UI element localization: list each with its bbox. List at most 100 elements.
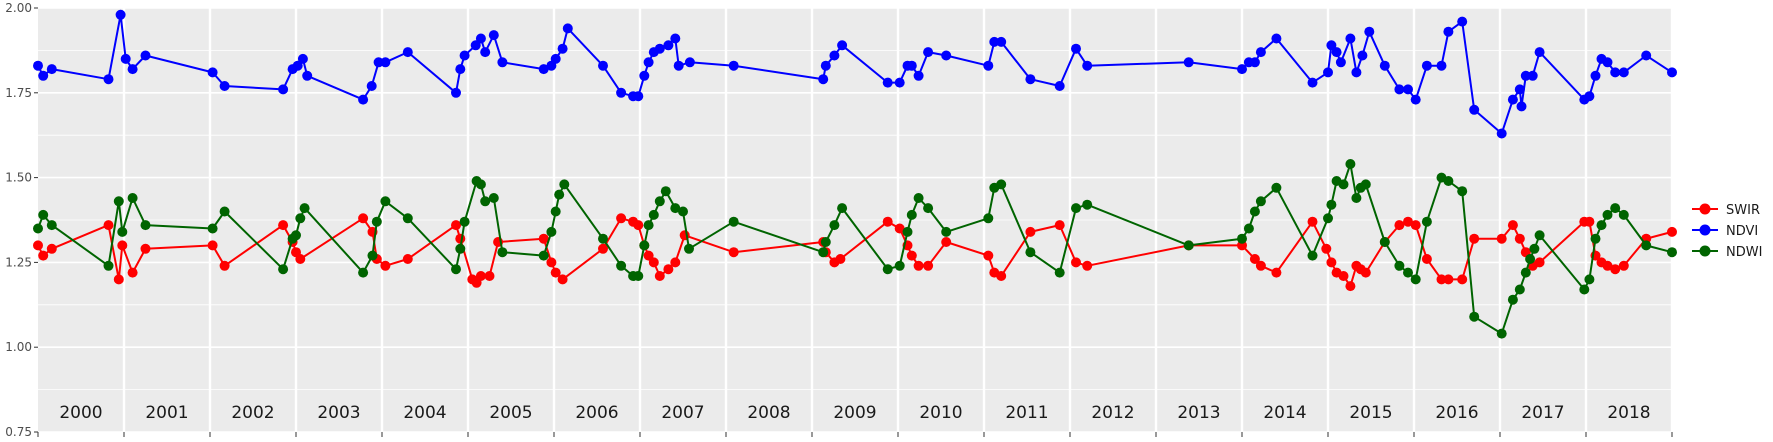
data-point-ndwi: [837, 203, 848, 214]
data-point-ndvi: [913, 70, 924, 81]
data-point-ndvi: [557, 43, 568, 54]
data-point-ndwi: [488, 193, 499, 203]
data-point-ndwi: [1421, 216, 1432, 227]
data-point-swir: [1271, 267, 1282, 278]
data-point-ndwi: [941, 226, 952, 237]
data-point-ndwi: [480, 196, 491, 207]
data-point-ndvi: [1364, 26, 1375, 37]
data-point-swir: [38, 250, 49, 261]
data-point-swir: [598, 243, 608, 254]
data-point-ndvi: [941, 50, 952, 61]
y-tick-label: 1.50: [5, 171, 32, 185]
data-point-ndwi: [459, 216, 470, 227]
data-point-ndwi: [1351, 193, 1362, 203]
data-point-ndvi: [837, 40, 848, 51]
data-point-ndvi: [207, 67, 218, 78]
data-point-swir: [113, 274, 124, 285]
data-point-ndvi: [475, 33, 486, 44]
data-point-ndwi: [1507, 294, 1518, 305]
data-point-ndwi: [295, 213, 306, 224]
data-point-swir: [1321, 243, 1332, 254]
data-point-ndvi: [1516, 101, 1527, 112]
data-point-ndwi: [538, 250, 549, 261]
data-point-ndwi: [902, 226, 913, 237]
year-label: 2016: [1435, 403, 1478, 423]
data-point-ndwi: [451, 264, 461, 275]
legend-label: NDVI: [1726, 224, 1758, 239]
data-point-ndwi: [1243, 223, 1254, 234]
data-point-ndwi: [367, 250, 378, 261]
data-point-ndvi: [1496, 128, 1507, 139]
data-point-ndvi: [663, 40, 674, 51]
year-label: 2003: [317, 403, 360, 423]
data-point-swir: [380, 260, 391, 271]
data-point-swir: [906, 250, 917, 261]
data-point-ndwi: [402, 213, 413, 224]
data-point-ndwi: [1410, 274, 1421, 285]
data-point-swir: [616, 213, 627, 224]
data-point-ndvi: [140, 50, 151, 61]
series-ndwi: [33, 159, 1677, 339]
data-point-ndvi: [1527, 70, 1538, 81]
data-point-ndvi: [297, 53, 308, 64]
data-point-swir: [1326, 257, 1337, 268]
data-point-ndvi: [1534, 47, 1545, 58]
data-point-ndwi: [117, 226, 128, 237]
data-point-ndwi: [1360, 179, 1371, 190]
data-point-ndvi: [46, 64, 57, 75]
data-point-ndvi: [1436, 60, 1447, 71]
year-label: 2008: [747, 403, 790, 423]
data-point-swir: [983, 250, 994, 261]
data-point-ndvi: [538, 64, 549, 75]
data-point-swir: [451, 220, 461, 231]
data-point-ndwi: [1379, 237, 1390, 247]
data-point-ndvi: [1082, 60, 1093, 71]
data-point-swir: [140, 243, 151, 254]
data-point-ndwi: [1394, 260, 1405, 271]
data-point-ndwi: [1641, 240, 1652, 251]
data-point-swir: [1457, 274, 1468, 285]
data-point-ndwi: [371, 216, 382, 227]
data-point-ndwi: [1584, 274, 1595, 285]
data-point-swir: [913, 260, 924, 271]
data-point-swir: [557, 274, 568, 285]
data-point-swir: [663, 264, 674, 275]
year-label: 2018: [1607, 403, 1650, 423]
data-point-swir: [1443, 274, 1454, 285]
data-point-ndvi: [1520, 70, 1531, 81]
data-point-ndwi: [46, 220, 57, 231]
data-point-ndwi: [559, 179, 570, 190]
data-point-ndwi: [1667, 247, 1677, 258]
legend-item-ndwi: NDWI: [1692, 245, 1762, 260]
data-point-swir: [923, 260, 934, 271]
data-point-swir: [1307, 216, 1318, 227]
data-point-ndwi: [820, 237, 831, 247]
year-label: 2014: [1263, 403, 1306, 423]
data-point-swir: [219, 260, 230, 271]
legend-item-swir: SWIR: [1692, 203, 1760, 218]
data-point-swir: [894, 223, 905, 234]
legend-label: NDWI: [1726, 245, 1762, 260]
data-point-ndwi: [33, 223, 43, 234]
data-point-ndwi: [299, 203, 310, 214]
data-point-ndvi: [1255, 47, 1266, 58]
data-point-ndvi: [1602, 57, 1613, 68]
data-point-ndwi: [127, 193, 138, 203]
data-point-swir: [1025, 226, 1036, 237]
data-point-ndvi: [1421, 60, 1432, 71]
y-tick-label: 2.00: [5, 1, 32, 15]
data-point-ndvi: [1394, 84, 1405, 95]
data-point-ndwi: [684, 243, 694, 254]
data-point-ndvi: [451, 87, 461, 98]
data-point-ndwi: [648, 209, 659, 220]
data-point-ndvi: [480, 47, 491, 58]
data-point-ndwi: [1403, 267, 1413, 278]
data-point-ndwi: [278, 264, 289, 275]
data-point-ndwi: [1183, 240, 1194, 251]
data-point-ndvi: [120, 53, 131, 64]
legend-key-point: [1699, 245, 1711, 257]
data-point-ndwi: [923, 203, 934, 214]
data-point-ndvi: [1618, 67, 1629, 78]
data-point-ndvi: [598, 60, 608, 71]
